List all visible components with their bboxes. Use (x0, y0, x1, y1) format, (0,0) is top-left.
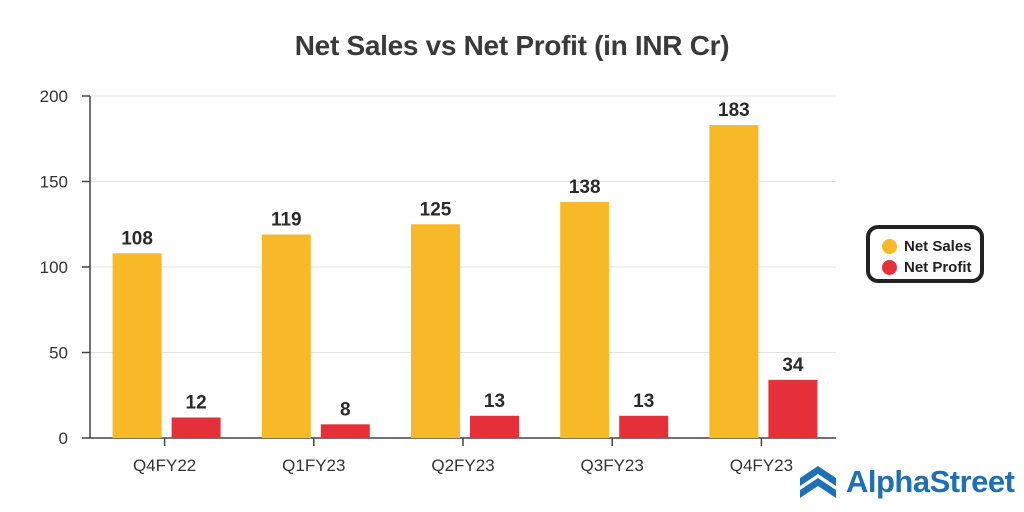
chart-title: Net Sales vs Net Profit (in INR Cr) (294, 30, 730, 61)
bar-net-profit (768, 379, 818, 438)
data-label: 12 (186, 392, 207, 413)
y-tick-label: 200 (40, 87, 68, 106)
y-tick-label: 0 (59, 429, 68, 448)
data-label: 13 (633, 391, 654, 412)
y-tick-label: 150 (40, 173, 68, 192)
bar-net-sales (560, 202, 610, 438)
bar-net-profit (320, 424, 370, 438)
data-label: 13 (484, 391, 505, 412)
bar-net-profit (619, 415, 669, 438)
legend-label-net-sales: Net Sales (904, 237, 972, 255)
bar-net-profit (171, 417, 221, 438)
alphastreet-logo-icon (800, 466, 836, 498)
y-tick-label: 50 (49, 344, 68, 363)
data-label: 125 (420, 199, 452, 220)
data-label: 183 (718, 100, 750, 121)
bar-net-sales (112, 253, 162, 438)
x-tick-label: Q1FY23 (282, 456, 345, 475)
legend-swatch-net-sales (882, 238, 897, 254)
legend-item-net-sales: Net Sales (882, 236, 972, 256)
brand-logo: AlphaStreet (798, 462, 1015, 502)
x-tick-label: Q2FY23 (431, 456, 494, 475)
bar-net-sales (709, 125, 759, 438)
brand-name: AlphaStreet (846, 464, 1015, 499)
data-label: 119 (271, 210, 302, 231)
bar-net-sales (411, 224, 460, 438)
legend-swatch-net-profit (882, 259, 897, 275)
data-label: 138 (569, 177, 601, 198)
x-tick-label: Q3FY23 (581, 456, 644, 475)
data-label: 34 (782, 355, 804, 376)
legend: Net Sales Net Profit (866, 225, 984, 283)
x-tick-label: Q4FY23 (730, 456, 793, 475)
y-tick-label: 100 (40, 258, 68, 277)
x-tick-label: Q4FY22 (133, 456, 196, 475)
bar-net-profit (470, 415, 519, 438)
data-label: 108 (121, 228, 153, 249)
data-label: 8 (340, 399, 351, 420)
legend-label-net-profit: Net Profit (904, 258, 972, 276)
legend-item-net-profit: Net Profit (882, 257, 972, 277)
bar-net-sales (261, 234, 311, 438)
